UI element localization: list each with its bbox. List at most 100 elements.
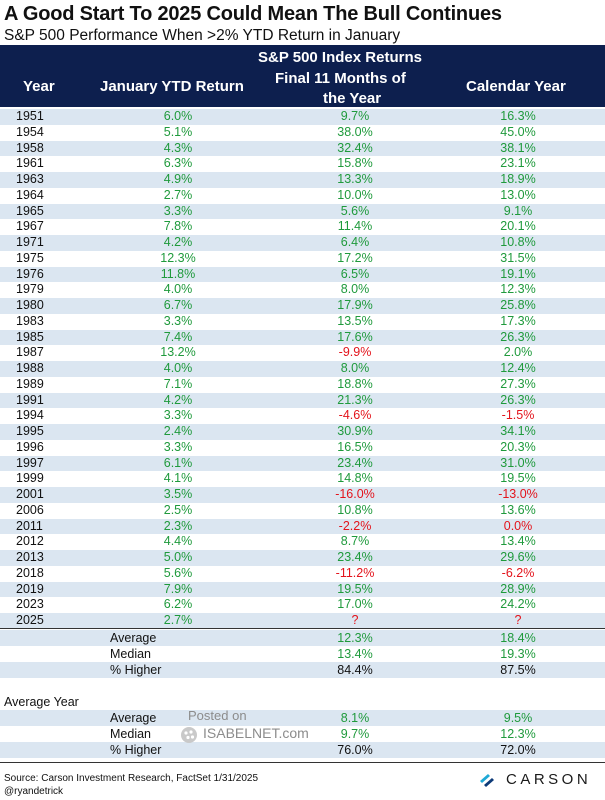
year-cell: 1954 bbox=[16, 124, 44, 139]
final-months-return-cell: 10.8% bbox=[337, 502, 373, 517]
summary-calendar-year: 72.0% bbox=[500, 743, 536, 757]
table-row: 1994 3.3% -4.6% -1.5% bbox=[0, 408, 605, 424]
summary-final-months: 13.4% bbox=[337, 647, 373, 661]
table-row: 2025 2.7%?? bbox=[0, 613, 605, 629]
calendar-return-cell: 23.1% bbox=[500, 156, 536, 171]
table-row: 1963 4.9% 13.3% 18.9% bbox=[0, 172, 605, 188]
summary-row: Average 8.1% 9.5% bbox=[0, 710, 605, 726]
summary-label: % Higher bbox=[110, 743, 162, 757]
table-row: 2012 4.4% 8.7% 13.4% bbox=[0, 534, 605, 550]
final-months-return-cell: 23.4% bbox=[337, 550, 373, 564]
table-row: 1997 6.1% 23.4% 31.0% bbox=[0, 455, 605, 472]
final-months-return-cell: -11.2% bbox=[335, 565, 375, 580]
calendar-return-cell: -1.5% bbox=[501, 408, 535, 423]
january-return-cell: 12.3% bbox=[160, 250, 196, 265]
january-return-cell: 5.1% bbox=[163, 124, 193, 139]
year-cell: 1989 bbox=[16, 376, 44, 391]
calendar-return-cell: -6.2% bbox=[501, 565, 535, 580]
summary-row: % Higher 84.4% 87.5% bbox=[0, 662, 605, 678]
table-row: 2006 2.5% 10.8% 13.6% bbox=[0, 503, 605, 519]
year-cell: 2012 bbox=[16, 534, 44, 549]
summary-calendar-year: 9.5% bbox=[503, 711, 533, 725]
january-return-cell: 4.1% bbox=[163, 471, 193, 486]
year-cell: 2023 bbox=[16, 597, 44, 612]
table-row: 2019 7.9% 19.5% 28.9% bbox=[0, 581, 605, 598]
year-cell: 1983 bbox=[16, 313, 44, 328]
year-cell: 1976 bbox=[16, 266, 44, 281]
final-months-return-cell: 13.5% bbox=[337, 313, 373, 328]
january-return-cell: 5.0% bbox=[163, 550, 193, 564]
calendar-return-cell: 45.0% bbox=[500, 124, 536, 139]
table-row: 2013 5.0% 23.4% 29.6% bbox=[0, 550, 605, 566]
january-return-cell: 6.2% bbox=[163, 597, 193, 612]
year-cell: 2013 bbox=[16, 550, 44, 564]
january-return-cell: 7.8% bbox=[163, 219, 193, 234]
carson-logo: CARSON bbox=[478, 769, 598, 791]
january-return-cell: 4.3% bbox=[163, 140, 193, 155]
summary-final-months: 8.1% bbox=[340, 711, 370, 725]
final-months-return-cell: 17.2% bbox=[337, 250, 373, 265]
calendar-return-cell: 26.3% bbox=[500, 329, 536, 344]
calendar-return-cell: 2.0% bbox=[503, 345, 533, 360]
year-cell: 1958 bbox=[16, 140, 44, 155]
average-year-label: Average Year bbox=[4, 695, 79, 709]
calendar-return-cell: 19.5% bbox=[500, 471, 536, 486]
table-row: 1979 4.0% 8.0% 12.3% bbox=[0, 282, 605, 298]
january-return-cell: 3.3% bbox=[163, 439, 193, 454]
page-subtitle: S&P 500 Performance When >2% YTD Return … bbox=[4, 27, 401, 44]
table-row: 1999 4.1% 14.8% 19.5% bbox=[0, 471, 605, 487]
calendar-return-cell: 24.2% bbox=[500, 597, 536, 612]
table-row: 1975 12.3% 17.2% 31.5% bbox=[0, 251, 605, 267]
year-cell: 2006 bbox=[16, 502, 44, 517]
final-months-return-cell: 5.6% bbox=[340, 203, 370, 218]
january-return-cell: 4.0% bbox=[163, 361, 193, 375]
final-months-return-cell: 15.8% bbox=[337, 156, 373, 171]
january-return-cell: 6.1% bbox=[163, 455, 193, 470]
january-return-cell: 7.4% bbox=[163, 329, 193, 344]
calendar-return-cell: 28.9% bbox=[500, 581, 536, 596]
year-cell: 1991 bbox=[16, 392, 44, 407]
calendar-return-cell: 31.5% bbox=[500, 250, 536, 265]
january-return-cell: 5.6% bbox=[163, 565, 193, 580]
final-months-return-cell: 16.5% bbox=[337, 439, 373, 454]
january-return-cell: 2.3% bbox=[163, 518, 193, 533]
calendar-return-cell: 16.3% bbox=[500, 109, 536, 123]
table-row: 1967 7.8% 11.4% 20.1% bbox=[0, 219, 605, 235]
year-cell: 2001 bbox=[16, 487, 44, 501]
year-cell: 1975 bbox=[16, 250, 44, 265]
table-row: 1980 6.7% 17.9% 25.8% bbox=[0, 298, 605, 314]
calendar-return-cell: -13.0% bbox=[498, 487, 538, 501]
final-months-return-cell: 32.4% bbox=[337, 140, 373, 155]
final-months-return-cell: -16.0% bbox=[335, 487, 375, 501]
calendar-return-cell: 25.8% bbox=[500, 298, 536, 312]
january-return-cell: 3.3% bbox=[163, 313, 193, 328]
calendar-return-cell: 13.4% bbox=[500, 534, 536, 549]
summary-label: Median bbox=[110, 647, 151, 661]
final-months-return-cell: 8.0% bbox=[340, 361, 370, 375]
final-months-return-cell: 13.3% bbox=[337, 172, 373, 186]
final-months-return-cell: 10.0% bbox=[337, 187, 373, 202]
january-return-cell: 2.4% bbox=[163, 424, 193, 438]
header-final-months-line2: the Year bbox=[323, 90, 382, 107]
table-row: 1954 5.1% 38.0% 45.0% bbox=[0, 125, 605, 141]
final-months-return-cell: 6.4% bbox=[340, 235, 370, 249]
summary-row: Median 13.4% 19.3% bbox=[0, 646, 605, 662]
final-months-return-cell: 38.0% bbox=[337, 124, 373, 139]
summary-calendar-year: 87.5% bbox=[500, 663, 536, 677]
january-return-cell: 2.7% bbox=[163, 187, 193, 202]
calendar-return-cell: 0.0% bbox=[503, 518, 533, 533]
calendar-return-cell: 29.6% bbox=[500, 550, 536, 564]
table-row: 1964 2.7% 10.0% 13.0% bbox=[0, 188, 605, 204]
calendar-return-cell: 20.1% bbox=[500, 219, 536, 234]
january-return-cell: 4.2% bbox=[163, 392, 193, 407]
table-row: 1971 4.2% 6.4% 10.8% bbox=[0, 235, 605, 251]
summary-calendar-year: 19.3% bbox=[500, 647, 536, 661]
header-year: Year bbox=[23, 78, 55, 95]
calendar-return-cell: 10.8% bbox=[500, 235, 536, 249]
final-months-return-cell: -2.2% bbox=[338, 518, 372, 533]
summary-row: Average 12.3% 18.4% bbox=[0, 630, 605, 646]
summary-label: Average bbox=[110, 631, 157, 645]
year-cell: 2011 bbox=[16, 518, 43, 533]
table-row: 1987 13.2% -9.9% 2.0% bbox=[0, 345, 605, 361]
summary-label: Average bbox=[110, 711, 157, 725]
